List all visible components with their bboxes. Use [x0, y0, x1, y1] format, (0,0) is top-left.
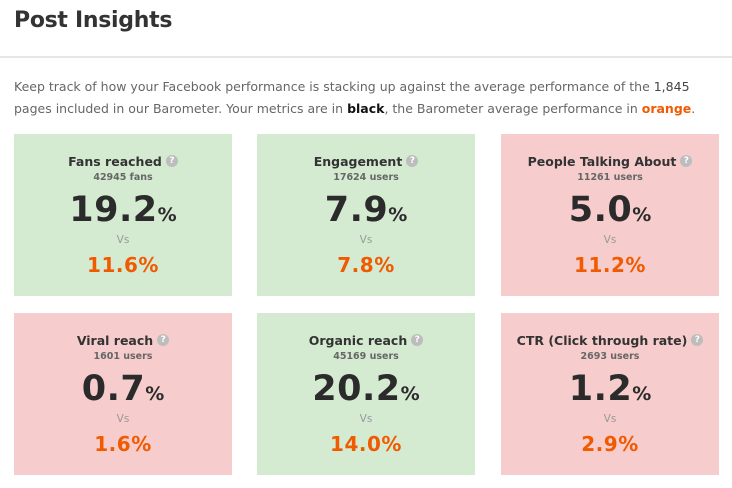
metric-card-organic-reach: Organic reach ? 45169 users 20.2% Vs 14.…: [257, 313, 475, 475]
card-title: Organic reach: [308, 332, 408, 348]
metric-number: 20.2: [312, 369, 401, 409]
metric-unit: %: [157, 204, 177, 226]
benchmark-value: 7.8%: [337, 253, 395, 277]
card-user-count: 17624 users: [333, 172, 399, 183]
intro-text-middle: , the Barometer average performance in: [384, 101, 642, 116]
benchmark-value: 2.9%: [581, 432, 639, 456]
pages-count: 1,845: [653, 79, 690, 94]
metric-card-fans-reached: Fans reached ? 42945 fans 19.2% Vs 11.6%: [14, 134, 232, 296]
black-legend-word: black: [347, 101, 385, 116]
card-metric-value: 7.9%: [257, 190, 475, 230]
question-icon[interactable]: ?: [165, 155, 178, 167]
card-user-count: 45169 users: [333, 351, 399, 362]
intro-text-before: Keep track of how your Facebook performa…: [14, 79, 654, 94]
metric-number: 7.9: [324, 190, 389, 230]
metric-unit: %: [388, 204, 408, 226]
question-icon[interactable]: ?: [157, 334, 170, 346]
metric-card-viral-reach: Viral reach ? 1601 users 0.7% Vs 1.6%: [14, 313, 232, 475]
vs-label: Vs: [603, 234, 617, 246]
benchmark-value: 11.6%: [87, 253, 159, 277]
metric-unit: %: [632, 204, 652, 226]
metric-number: 19.2: [69, 190, 158, 230]
metric-card-ctr: CTR (Click through rate) ? 2693 users 1.…: [501, 313, 719, 475]
header-divider: [0, 56, 732, 58]
card-title: Engagement: [313, 153, 403, 169]
card-user-count: 2693 users: [580, 351, 640, 362]
question-icon[interactable]: ?: [411, 334, 424, 346]
intro-text-after: pages included in our Barometer. Your me…: [14, 101, 348, 116]
card-title: CTR (Click through rate): [516, 332, 688, 348]
card-metric-value: 20.2%: [257, 369, 475, 409]
intro-text: Keep track of how your Facebook performa…: [14, 76, 714, 120]
card-title: People Talking About: [527, 153, 677, 169]
page-title: Post Insights: [14, 8, 173, 33]
card-user-count: 1601 users: [93, 351, 153, 362]
benchmark-value: 14.0%: [330, 432, 402, 456]
orange-legend-word: orange: [641, 101, 692, 116]
card-user-count: 11261 users: [577, 172, 643, 183]
metric-number: 0.7: [81, 369, 146, 409]
metric-number: 5.0: [568, 190, 633, 230]
vs-label: Vs: [116, 234, 130, 246]
intro-text-end: .: [691, 101, 696, 116]
benchmark-value: 1.6%: [94, 432, 152, 456]
benchmark-value: 11.2%: [574, 253, 646, 277]
vs-label: Vs: [116, 413, 130, 425]
card-title: Viral reach: [76, 332, 154, 348]
metric-card-people-talking-about: People Talking About ? 11261 users 5.0% …: [501, 134, 719, 296]
metric-unit: %: [632, 383, 652, 405]
vs-label: Vs: [359, 234, 373, 246]
metric-unit: %: [400, 383, 420, 405]
card-user-count: 42945 fans: [93, 172, 153, 183]
card-title: Fans reached: [68, 153, 162, 169]
question-icon[interactable]: ?: [406, 155, 419, 167]
question-icon[interactable]: ?: [680, 155, 693, 167]
card-metric-value: 0.7%: [14, 369, 232, 409]
metric-number: 1.2: [568, 369, 633, 409]
card-metric-value: 19.2%: [14, 190, 232, 230]
card-metric-value: 5.0%: [501, 190, 719, 230]
metric-unit: %: [145, 383, 165, 405]
vs-label: Vs: [603, 413, 617, 425]
question-icon[interactable]: ?: [691, 334, 704, 346]
metric-card-engagement: Engagement ? 17624 users 7.9% Vs 7.8%: [257, 134, 475, 296]
vs-label: Vs: [359, 413, 373, 425]
card-metric-value: 1.2%: [501, 369, 719, 409]
